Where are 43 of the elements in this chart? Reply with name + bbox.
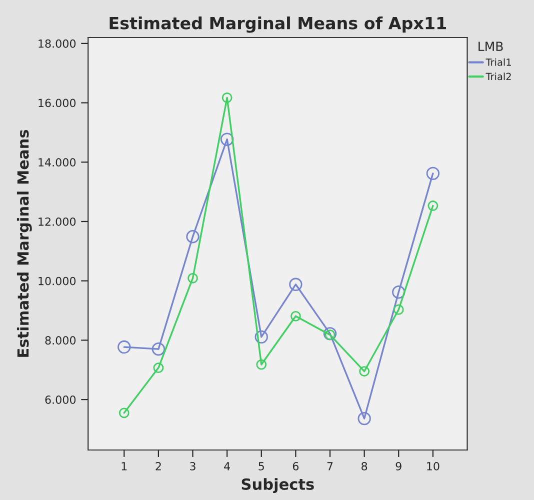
x-axis-title: Subjects bbox=[242, 478, 314, 494]
y-tick-label: 8.000 bbox=[45, 336, 76, 345]
point bbox=[323, 327, 337, 340]
x-tick-label: 3 bbox=[190, 462, 196, 470]
x-tick-label: 2 bbox=[156, 462, 161, 470]
point bbox=[289, 278, 302, 292]
point bbox=[393, 304, 404, 315]
point bbox=[152, 342, 166, 356]
point bbox=[324, 330, 336, 340]
point bbox=[428, 200, 438, 211]
legend-label: Trial2 bbox=[486, 72, 511, 80]
x-tick-label: 7 bbox=[327, 462, 333, 470]
x-tick-label: 9 bbox=[396, 462, 402, 470]
y-tick-label: 14.000 bbox=[38, 158, 76, 167]
x-tick-label: 4 bbox=[224, 462, 230, 470]
point bbox=[392, 286, 406, 299]
point bbox=[222, 92, 232, 103]
point bbox=[256, 359, 267, 370]
y-tick-label: 12.000 bbox=[38, 217, 76, 226]
y-axis-title: Estimated Marginal Means bbox=[16, 130, 32, 357]
point bbox=[220, 132, 234, 146]
point bbox=[188, 272, 198, 284]
x-tick-label: 6 bbox=[292, 462, 299, 470]
y-tick-label: 18.000 bbox=[38, 39, 76, 48]
point bbox=[359, 366, 370, 377]
x-tick-label: 8 bbox=[362, 462, 368, 470]
y-tick-label: 6.000 bbox=[45, 396, 76, 404]
x-tick-label: 10 bbox=[427, 462, 440, 470]
point bbox=[118, 408, 130, 418]
point bbox=[153, 362, 164, 374]
point bbox=[358, 412, 371, 426]
point bbox=[426, 166, 440, 180]
legend-label: Trial1 bbox=[486, 58, 511, 66]
x-tick-label: 1 bbox=[122, 462, 127, 470]
x-tick-label: 5 bbox=[258, 462, 264, 470]
y-tick-label: 10.000 bbox=[38, 276, 76, 286]
point bbox=[254, 330, 268, 344]
point bbox=[118, 340, 131, 354]
point bbox=[186, 230, 200, 244]
y-tick-label: 16.000 bbox=[38, 98, 76, 108]
chart-title: Estimated Marginal Means of Apx11 bbox=[110, 16, 446, 33]
point bbox=[290, 310, 301, 322]
legend-title: LMB bbox=[478, 42, 503, 51]
